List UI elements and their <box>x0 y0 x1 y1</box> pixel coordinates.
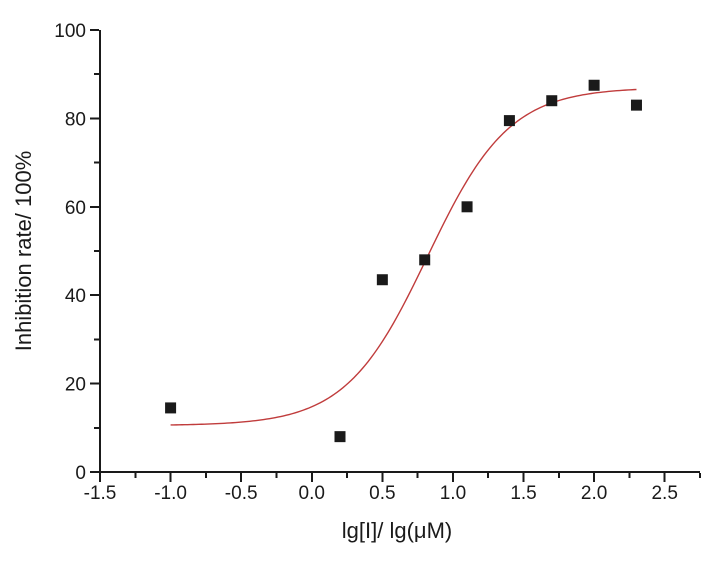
data-point-marker <box>546 95 558 107</box>
y-tick-label: 0 <box>75 463 86 484</box>
y-tick-label: 40 <box>65 286 86 307</box>
data-point-marker <box>334 431 346 443</box>
x-tick-label: -0.5 <box>225 483 258 504</box>
y-tick-label: 100 <box>54 21 86 42</box>
x-tick-label: -1.0 <box>154 483 187 504</box>
y-axis-title: Inhibition rate/ 100% <box>11 151 36 352</box>
data-point-marker <box>419 254 431 266</box>
data-point-marker <box>165 402 177 414</box>
x-tick-label: 1.0 <box>440 483 466 504</box>
fit-curve-line <box>170 88 637 426</box>
data-point-marker <box>461 201 473 213</box>
x-tick-label: 0.0 <box>299 483 325 504</box>
x-axis-title: lg[I]/ lg(μM) <box>342 518 452 543</box>
y-tick-label: 20 <box>65 375 86 396</box>
y-tick-label: 80 <box>65 109 86 130</box>
x-tick-label: 2.5 <box>651 483 677 504</box>
x-tick-label: 2.0 <box>581 483 607 504</box>
x-tick-label: 0.5 <box>369 483 395 504</box>
x-tick-label: -1.5 <box>84 483 117 504</box>
data-point-marker <box>630 99 642 111</box>
y-tick-label: 60 <box>65 198 86 219</box>
data-point-marker <box>588 79 600 91</box>
data-point-marker <box>376 274 388 286</box>
data-point-marker <box>503 115 515 127</box>
x-tick-label: 1.5 <box>510 483 536 504</box>
